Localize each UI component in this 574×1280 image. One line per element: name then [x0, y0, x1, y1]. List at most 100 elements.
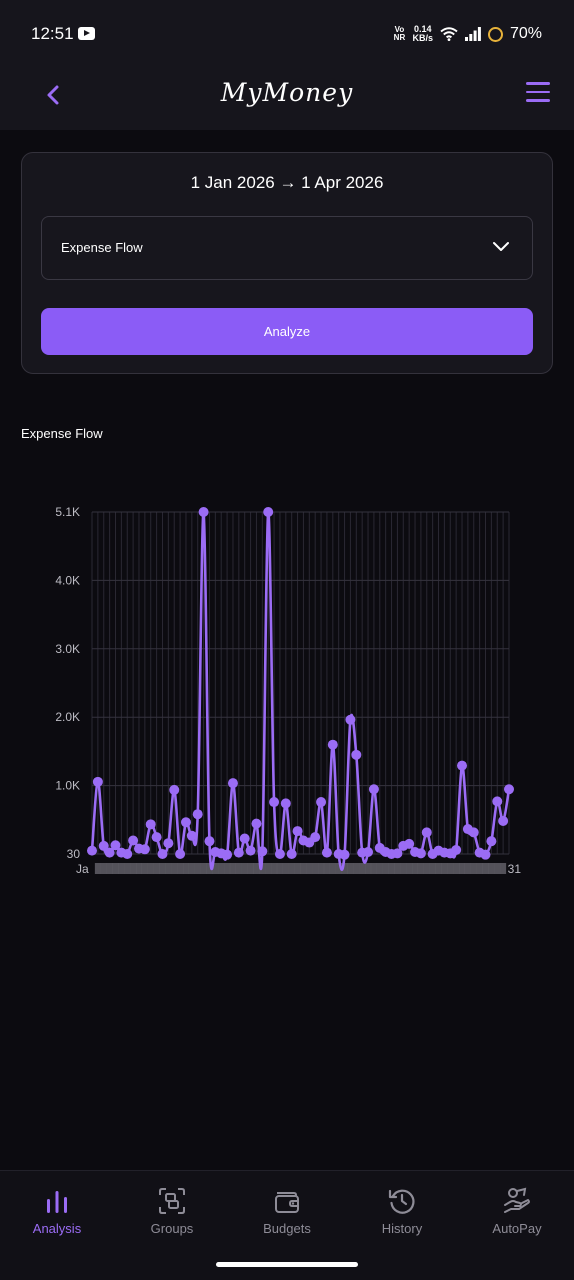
- data-point: [122, 849, 133, 859]
- nav-autopay-label: AutoPay: [492, 1221, 542, 1236]
- x-tick-label: [500, 863, 507, 874]
- x-tick-label: [135, 863, 142, 874]
- filter-card: 1 Jan 2026 → 1 Apr 2026 Expense Flow Ana…: [21, 152, 553, 374]
- x-tick-label: [323, 863, 330, 874]
- network-speed-value: 0.14: [413, 24, 432, 34]
- data-point: [169, 784, 180, 795]
- x-tick-label: [335, 863, 342, 874]
- x-tick-label: [359, 863, 366, 874]
- nav-groups[interactable]: Groups: [115, 1171, 229, 1251]
- x-tick-label: [182, 863, 189, 874]
- data-point: [421, 827, 432, 838]
- x-tick-label: [312, 863, 319, 874]
- x-tick-label: [388, 863, 395, 874]
- data-point: [204, 836, 215, 847]
- data-point: [451, 844, 462, 855]
- data-point: [233, 847, 244, 858]
- vonr-indicator: Vo NR: [393, 25, 406, 42]
- data-point: [145, 819, 156, 830]
- status-time: 12:51: [31, 24, 74, 43]
- data-point: [227, 778, 238, 789]
- data-point: [492, 796, 503, 807]
- x-tick-label: [423, 863, 430, 874]
- x-tick-label: [147, 863, 154, 874]
- status-bar: 12:51 Vo NR 0.14 KB/s 70%: [0, 0, 574, 66]
- groups-icon: [159, 1188, 185, 1214]
- x-tick-label: [406, 863, 413, 874]
- vonr-top: Vo: [394, 25, 405, 34]
- x-tick-label: [417, 863, 424, 874]
- app-title: MyMoney: [220, 78, 354, 107]
- expense-flow-chart[interactable]: 5.1K 4.0K 3.0K 2.0K 1.0K 30 Ja 31: [0, 490, 574, 890]
- x-tick-label: [447, 863, 454, 874]
- data-point: [157, 849, 168, 859]
- data-point: [251, 818, 262, 829]
- data-point: [139, 844, 150, 855]
- analyze-button[interactable]: Analyze: [41, 308, 533, 355]
- data-point: [180, 817, 191, 828]
- x-tick-label: [177, 863, 184, 874]
- x-tick-label: [130, 863, 137, 874]
- x-tick-label: [271, 863, 278, 874]
- x-tick-label: [494, 863, 501, 874]
- x-tick-label: [100, 863, 107, 874]
- data-point: [392, 848, 403, 859]
- x-tick-label: [265, 863, 272, 874]
- back-arrow-icon[interactable]: [42, 82, 66, 108]
- nav-budgets[interactable]: Budgets: [230, 1171, 344, 1251]
- x-tick-label: [224, 863, 231, 874]
- x-tick-label: [200, 863, 207, 874]
- series-line: [90, 510, 511, 871]
- flow-type-value: Expense Flow: [61, 240, 143, 255]
- x-tick-label: [329, 863, 336, 874]
- x-tick-label: [441, 863, 448, 874]
- x-tick-label: [124, 863, 131, 874]
- data-point: [363, 846, 374, 857]
- x-tick-label: [300, 863, 307, 874]
- y-tick-label: 4.0K: [55, 573, 80, 587]
- x-tick-label: [429, 863, 436, 874]
- network-speed-unit: KB/s: [412, 33, 433, 43]
- x-tick-label: [294, 863, 301, 874]
- flow-type-dropdown[interactable]: Expense Flow: [41, 216, 533, 280]
- autopay-hand-coin-icon: [504, 1187, 530, 1213]
- x-tick-label: [229, 863, 236, 874]
- x-tick-label: [282, 863, 289, 874]
- nav-history[interactable]: History: [345, 1171, 459, 1251]
- x-tick-label: [382, 863, 389, 874]
- nav-autopay[interactable]: AutoPay: [460, 1171, 574, 1251]
- chart-series: [87, 507, 514, 871]
- y-tick-label: 1.0K: [55, 779, 80, 793]
- data-point: [404, 838, 415, 849]
- data-point: [257, 846, 268, 857]
- y-axis-ticks: 5.1K 4.0K 3.0K 2.0K 1.0K 30: [55, 505, 80, 861]
- nav-analysis[interactable]: Analysis: [0, 1171, 114, 1251]
- hamburger-menu-icon[interactable]: [526, 80, 552, 104]
- bottom-navigation: Analysis Groups Budgets History: [0, 1170, 574, 1280]
- data-point: [128, 835, 139, 846]
- data-point: [310, 832, 321, 843]
- x-tick-label: [306, 863, 313, 874]
- data-point: [498, 815, 509, 826]
- network-speed: 0.14 KB/s: [412, 25, 433, 43]
- data-point: [175, 849, 186, 859]
- x-tick-label: [194, 863, 201, 874]
- status-indicators: Vo NR 0.14 KB/s 70%: [393, 22, 542, 46]
- x-tick-label: [453, 863, 460, 874]
- y-tick-label: 3.0K: [55, 642, 80, 656]
- x-tick-label: [464, 863, 471, 874]
- x-tick-label: [165, 863, 172, 874]
- data-point: [104, 847, 115, 858]
- x-tick-label: [247, 863, 254, 874]
- y-tick-label: 5.1K: [55, 505, 80, 519]
- app-header: MyMoney: [0, 66, 574, 130]
- x-tick-label: [188, 863, 195, 874]
- battery-saver-icon: [487, 26, 503, 42]
- x-tick-label: [370, 863, 377, 874]
- wallet-icon: [275, 1192, 299, 1213]
- data-point: [368, 784, 379, 795]
- data-point: [269, 797, 280, 808]
- data-point: [245, 845, 256, 856]
- date-range-selector[interactable]: 1 Jan 2026 → 1 Apr 2026: [190, 173, 384, 192]
- x-tick-label: [394, 863, 401, 874]
